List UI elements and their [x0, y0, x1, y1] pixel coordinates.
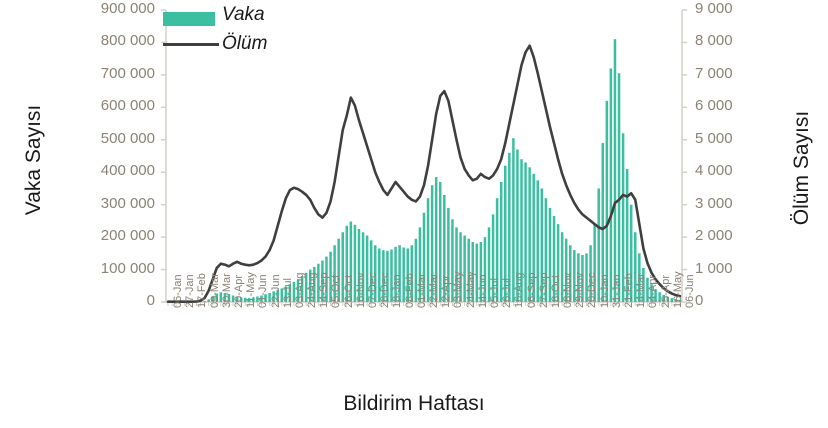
x-tick-label: 20-Dec — [586, 272, 599, 308]
x-tick-label: 03-Aug — [293, 272, 306, 308]
x-tick-label: 01-Jun — [257, 274, 270, 308]
y-tick-right: 3 000 — [695, 194, 733, 212]
y-tick-left: 300 000 — [100, 194, 155, 212]
x-tick-label: 24-May — [464, 271, 477, 308]
x-tick-label: 08-Nov — [562, 272, 575, 308]
x-tick-label: 03-May — [452, 271, 465, 308]
x-tick-label: 12-Apr — [440, 274, 453, 308]
x-tick-label: 13-Jul — [281, 278, 294, 308]
legend-label-olum: Ölüm — [222, 33, 268, 54]
y-tick-left: 900 000 — [100, 0, 155, 17]
legend-swatch-olum — [163, 43, 219, 46]
x-tick-label: 30-Mar — [220, 273, 233, 308]
x-tick-label: 26-Oct — [342, 274, 355, 308]
x-tick-label: 25-Apr — [659, 274, 672, 308]
x-tick-label: 05-Jul — [488, 278, 501, 308]
x-tick-label: 21-Feb — [623, 273, 636, 308]
x-tick-label: 14-Sep — [318, 272, 331, 308]
y-tick-left: 600 000 — [100, 97, 155, 115]
x-tick-label: 18-Jan — [391, 274, 404, 308]
y-tick-right: 5 000 — [695, 129, 733, 147]
x-tick-label: 10-Jan — [598, 274, 611, 308]
x-tick-label: 24-Aug — [306, 272, 319, 308]
y-tick-left: 0 — [146, 292, 155, 309]
x-tick-label: 26-Jul — [501, 278, 514, 308]
y-tick-left: 200 000 — [100, 227, 155, 245]
x-tick-label: 29-Nov — [574, 272, 587, 308]
y-axis-right-title: Ölüm Sayısı — [790, 110, 813, 226]
y-tick-left: 700 000 — [100, 64, 155, 82]
x-tick-label: 06-Sep — [525, 272, 538, 308]
x-tick-label: 16-May — [671, 271, 684, 308]
x-tick-label: 20-Apr — [232, 274, 245, 308]
bars-layer — [199, 39, 682, 303]
x-tick-label: 16-Nov — [354, 272, 367, 308]
x-tick-label: 09-Mar — [208, 273, 221, 308]
x-tick-label: 18-Oct — [549, 274, 562, 308]
x-tick-label: 28-Dec — [379, 272, 392, 308]
x-tick-label: 08-Feb — [403, 273, 416, 308]
x-tick-label: 05-Oct — [330, 274, 343, 308]
y-tick-right: 7 000 — [695, 64, 733, 82]
y-tick-right: 1 000 — [695, 259, 733, 277]
x-tick-label: 22-Jun — [269, 274, 282, 308]
y-tick-right: 8 000 — [695, 32, 733, 50]
x-tick-label: 04-Apr — [647, 274, 660, 308]
x-tick-label: 31-Jan — [610, 274, 623, 308]
x-tick-label: 06-Jun — [683, 274, 696, 308]
x-tick-label: 14-Jun — [476, 274, 489, 308]
y-tick-left: 400 000 — [100, 162, 155, 180]
x-tick-label: 17-Feb — [196, 273, 209, 308]
y-tick-left: 800 000 — [100, 32, 155, 50]
x-tick-label: 27-Jan — [184, 274, 197, 308]
line-layer — [166, 44, 682, 303]
y-tick-right: 0 — [695, 292, 704, 309]
x-tick-label: 11-May — [245, 272, 258, 308]
legend-label-vaka: Vaka — [222, 4, 265, 25]
x-tick-label: 14-Mar — [635, 273, 648, 308]
y-tick-left: 100 000 — [100, 259, 155, 277]
y-axis-left-title: Vaka Sayısı — [22, 104, 45, 216]
x-axis-title: Bildirim Haftası — [343, 392, 485, 415]
x-tick-label: 27-Sep — [537, 272, 550, 308]
x-tick-label: 01-Mar — [415, 273, 428, 308]
y-tick-right: 9 000 — [695, 0, 733, 17]
y-tick-right: 2 000 — [695, 227, 733, 245]
legend-swatch-vaka — [163, 12, 215, 26]
y-tick-right: 6 000 — [695, 97, 733, 115]
x-tick-label: 22-Mar — [428, 273, 440, 308]
x-tick-label: 16-Aug — [513, 272, 526, 308]
y-tick-right: 4 000 — [695, 162, 733, 180]
x-tick-label: 06-Jan — [172, 274, 185, 308]
x-tick-label: 07-Dec — [367, 272, 380, 308]
y-tick-left: 500 000 — [100, 129, 155, 147]
